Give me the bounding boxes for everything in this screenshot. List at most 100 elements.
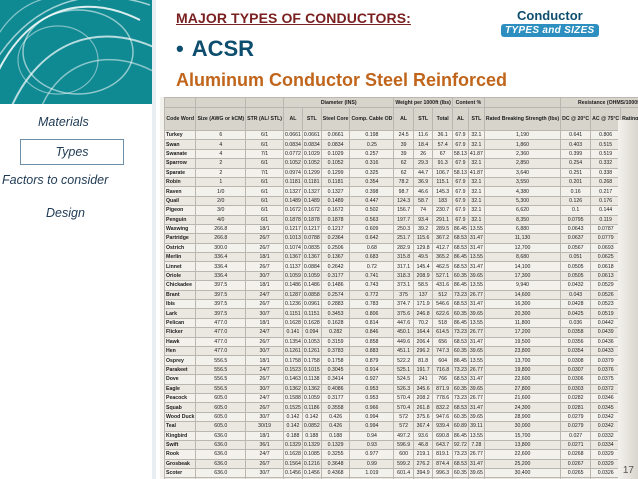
table-cell: 0.332 — [590, 158, 622, 169]
table-cell: 39.65 — [467, 270, 485, 282]
table-cell: 1.019 — [349, 468, 395, 479]
table-cell: 0.1059 — [283, 270, 303, 282]
table-column-header: AC @ 75°C — [590, 107, 622, 131]
code-word-cell: Wood Duck — [163, 411, 197, 423]
table-row: Brant 397.5 24/7 0.1287 0.0858 0.2574 0.772 375… — [163, 289, 638, 301]
table-cell: 0.0834 — [301, 139, 322, 150]
table-column-header: Total — [432, 107, 453, 131]
table-cell: 73.23 — [451, 449, 469, 460]
table-cell: 605.0 — [195, 402, 247, 413]
sidebar-item-factors[interactable]: Factors to consider — [2, 168, 108, 192]
table-row: Osprey 556.5 18/1 0.1758 0.1758 0.1758 0.879 52… — [163, 355, 638, 366]
table-cell: 60.35 — [451, 270, 469, 282]
code-word-cell: Hen — [163, 345, 197, 357]
table-cell: 450.1 — [393, 327, 414, 338]
table-cell: 68.53 — [451, 233, 469, 244]
table-cell: 0.0439 — [590, 327, 622, 338]
table-cell: 572 — [393, 421, 414, 432]
table-cell: 0.403 — [560, 139, 592, 150]
table-cell: 156.7 — [393, 205, 414, 216]
table-cell: 13.55 — [467, 430, 485, 441]
table-column-header: STL — [301, 107, 322, 131]
table-cell: 0.447 — [349, 195, 395, 207]
sidebar-item-types[interactable]: Types — [20, 139, 124, 165]
table-column-header: STL — [467, 107, 485, 131]
table-row: Oriole 336.4 30/7 0.1059 0.1059 0.3177 0.741 31… — [163, 270, 638, 282]
table-cell: 24/7 — [245, 392, 285, 404]
table-cell: 0.1181 — [320, 176, 351, 188]
table-cell: 0.609 — [349, 223, 395, 235]
table-cell: 8,350 — [483, 214, 562, 225]
table-cell: 0.0442 — [590, 317, 622, 329]
table-cell: 0.0358 — [560, 327, 592, 338]
table-cell: 449.6 — [393, 336, 414, 348]
table-cell: 0.741 — [349, 270, 395, 282]
table-body: Turkey 6 6/1 0.0661 0.0661 0.0661 0.198 24.5 11.… — [163, 129, 638, 479]
table-cell: 546.6 — [432, 299, 453, 310]
table-cell: 0.4368 — [320, 468, 351, 479]
table-cell: 570.4 — [393, 392, 414, 404]
table-cell: 600 — [393, 449, 414, 460]
table-cell: 0.1299 — [320, 167, 351, 178]
table-row: Pigeon 3/0 6/1 0.1672 0.1672 0.1672 0.502 156.7… — [163, 205, 638, 216]
table-cell: 0.0372 — [590, 383, 622, 394]
table-cell: 0.0637 — [560, 233, 592, 244]
logo-decoration — [0, 0, 152, 104]
table-column-header: AL — [393, 107, 414, 131]
table-cell: 947.6 — [432, 411, 453, 423]
table-cell: 0.3159 — [320, 336, 351, 348]
table-cell: 0.0329 — [590, 458, 622, 470]
table-cell: 0.316 — [349, 158, 395, 169]
table-cell: 604 — [432, 355, 453, 366]
table-cell: 6/1 — [245, 176, 285, 188]
table-cell: 0.814 — [349, 317, 395, 329]
table-cell: 261.8 — [412, 402, 434, 413]
code-word-cell: Robin — [163, 176, 197, 188]
table-cell: 30/7 — [245, 468, 285, 479]
conductor-table: Diameter (INS) Weight per 1000ft (lbs) Con… — [163, 97, 638, 479]
table-cell: 0.1053 — [301, 336, 322, 348]
table-cell: 46.8 — [412, 439, 434, 451]
table-cell: 0.0354 — [560, 345, 592, 357]
table-cell: 296.2 — [412, 345, 434, 357]
table-cell: 336.4 — [195, 261, 247, 272]
code-word-cell: Oriole — [163, 270, 197, 282]
table-cell: 0.1236 — [283, 299, 303, 310]
code-word-cell: Flicker — [163, 327, 197, 338]
table-cell: 0.0643 — [560, 223, 592, 235]
table-column-header: DC @ 20°C — [560, 107, 592, 131]
sidebar-item-materials[interactable]: Materials — [38, 110, 89, 134]
table-cell: 0.953 — [349, 383, 395, 394]
table-row: Flicker 477.0 24/7 0.141 0.094 0.282 0.846 450.… — [163, 327, 638, 338]
table-cell: 13,700 — [483, 355, 562, 366]
table-cell: 0.1588 — [283, 392, 303, 404]
table-cell: 0.1672 — [301, 205, 322, 216]
table-column-header: STR (AL/ STL) — [245, 107, 285, 131]
table-cell: 0.0661 — [301, 129, 322, 141]
table-cell: 556.5 — [195, 374, 247, 385]
table-cell: 0.0661 — [283, 129, 303, 141]
table-cell: 874.4 — [432, 458, 453, 470]
table-cell: 939.4 — [432, 421, 453, 432]
table-cell: 0.141 — [283, 327, 303, 338]
sidebar-item-design[interactable]: Design — [46, 201, 85, 225]
table-cell: 67.9 — [451, 186, 469, 197]
bullet-text: ACSR — [191, 36, 255, 61]
table-cell: 0.1052 — [320, 158, 351, 169]
table-cell: 525.1 — [393, 364, 414, 376]
table-cell: 68.53 — [451, 242, 469, 254]
table-cell: 0.126 — [560, 195, 592, 207]
table-cell: 0.1362 — [301, 383, 322, 394]
table-cell: 26/7 — [245, 458, 285, 470]
table-cell: 716.8 — [432, 364, 453, 376]
code-word-cell: Rook — [163, 449, 197, 460]
table-cell: 26.77 — [467, 392, 485, 404]
table-cell: 0.1564 — [283, 458, 303, 470]
table-cell: 0.1367 — [301, 252, 322, 263]
table-cell: 365.2 — [432, 252, 453, 263]
table-cell: 0.1463 — [283, 374, 303, 385]
table-cell: 0.1085 — [301, 449, 322, 460]
table-cell: 0.1758 — [320, 355, 351, 366]
code-word-cell: Hawk — [163, 336, 197, 348]
table-cell: 0.338 — [590, 167, 622, 178]
